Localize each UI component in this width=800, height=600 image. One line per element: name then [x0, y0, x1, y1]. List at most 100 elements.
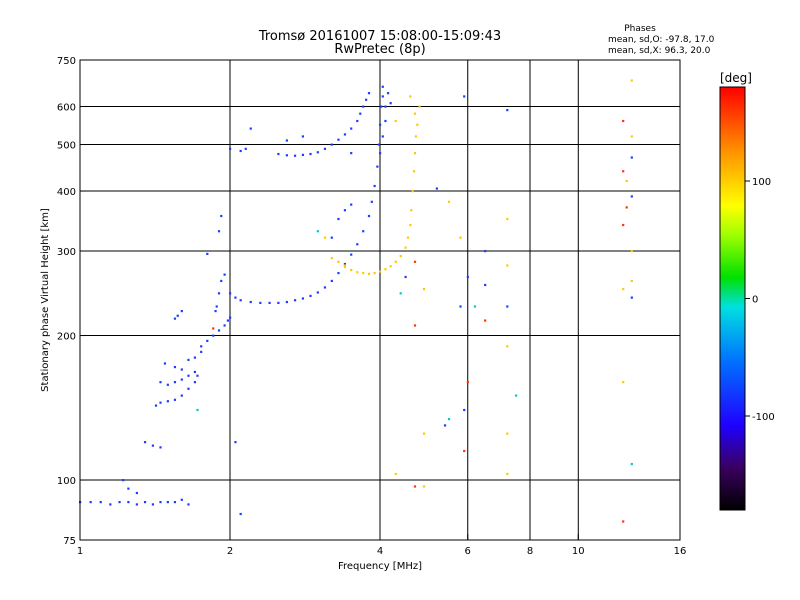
data-point	[404, 246, 407, 249]
x-tick-label: 4	[377, 546, 383, 557]
colorbar-label: [deg]	[720, 71, 752, 85]
x-tick-label: 10	[572, 546, 585, 557]
data-point	[277, 301, 280, 305]
data-point	[399, 292, 402, 295]
data-point	[309, 152, 312, 156]
data-point	[196, 374, 199, 377]
data-point	[200, 350, 203, 353]
data-point	[234, 296, 237, 299]
data-point	[215, 305, 218, 308]
data-point	[330, 279, 333, 283]
data-point	[379, 270, 382, 273]
data-point	[193, 370, 197, 374]
data-point	[220, 214, 223, 218]
data-point	[187, 387, 190, 390]
data-point	[99, 500, 102, 504]
data-point	[381, 135, 384, 138]
data-point	[151, 503, 155, 506]
x-tick-label: 2	[227, 546, 233, 557]
data-point	[630, 462, 633, 466]
data-point	[394, 119, 397, 123]
data-point	[447, 200, 451, 203]
data-point	[187, 374, 190, 377]
data-point	[466, 381, 469, 384]
data-point	[151, 444, 155, 447]
data-point	[217, 329, 221, 332]
data-point	[447, 418, 451, 421]
data-point	[330, 236, 333, 239]
data-point	[413, 112, 417, 115]
data-point	[416, 123, 419, 126]
data-point	[622, 170, 625, 173]
data-point	[229, 147, 232, 150]
data-point	[239, 149, 242, 153]
data-point	[463, 95, 466, 98]
data-point	[343, 262, 347, 266]
data-point	[226, 319, 230, 322]
data-point	[259, 301, 262, 305]
data-point	[223, 324, 226, 327]
data-point	[143, 441, 147, 444]
grid	[80, 60, 680, 540]
data-point	[337, 260, 340, 263]
data-point	[277, 152, 280, 156]
data-point	[414, 135, 418, 138]
data-point	[249, 127, 252, 130]
colorbar-tick-label: 0	[752, 295, 758, 306]
data-point	[506, 109, 509, 112]
data-point	[293, 299, 297, 302]
data-point	[166, 500, 169, 504]
data-point	[630, 135, 633, 138]
data-point	[229, 316, 232, 319]
data-point	[367, 272, 371, 275]
data-point	[370, 200, 373, 203]
data-point	[515, 394, 518, 397]
data-point	[404, 275, 407, 279]
data-point	[422, 485, 426, 488]
data-point	[376, 165, 379, 168]
data-point	[630, 79, 633, 82]
data-point	[409, 223, 412, 227]
x-tick-label: 6	[465, 546, 471, 557]
data-point	[384, 105, 387, 108]
data-point	[180, 378, 183, 381]
data-point	[373, 271, 376, 275]
data-point	[239, 512, 242, 516]
data-point	[413, 152, 417, 155]
data-point	[381, 85, 384, 88]
data-point	[356, 119, 359, 123]
data-point	[622, 381, 625, 384]
data-point	[422, 432, 426, 435]
data-point	[249, 300, 252, 304]
stats-line-x: mean, sd,X: 96.3, 20.0	[608, 46, 711, 56]
data-point	[217, 230, 221, 233]
data-point	[343, 265, 347, 269]
data-point	[220, 279, 223, 283]
data-point	[413, 324, 417, 327]
data-point	[187, 358, 190, 362]
data-point	[413, 260, 417, 263]
data-point	[285, 300, 288, 304]
data-point	[309, 294, 312, 297]
data-point	[234, 441, 237, 444]
data-point	[506, 305, 509, 308]
data-point	[337, 271, 340, 275]
y-tick-label: 200	[57, 332, 76, 343]
data-point	[159, 446, 162, 449]
data-point	[484, 319, 487, 322]
data-point	[180, 368, 183, 371]
data-point	[323, 286, 327, 289]
data-point	[159, 401, 162, 404]
data-point	[350, 268, 353, 272]
data-point	[206, 252, 209, 256]
y-tick-label: 500	[57, 141, 76, 152]
data-point	[356, 243, 359, 246]
data-point	[173, 500, 177, 504]
data-point	[176, 314, 179, 317]
stats-heading: Phases	[624, 24, 656, 34]
data-point	[379, 123, 382, 126]
data-point	[463, 408, 466, 412]
data-point	[506, 264, 509, 267]
data-point	[399, 254, 402, 258]
data-point	[229, 292, 232, 295]
